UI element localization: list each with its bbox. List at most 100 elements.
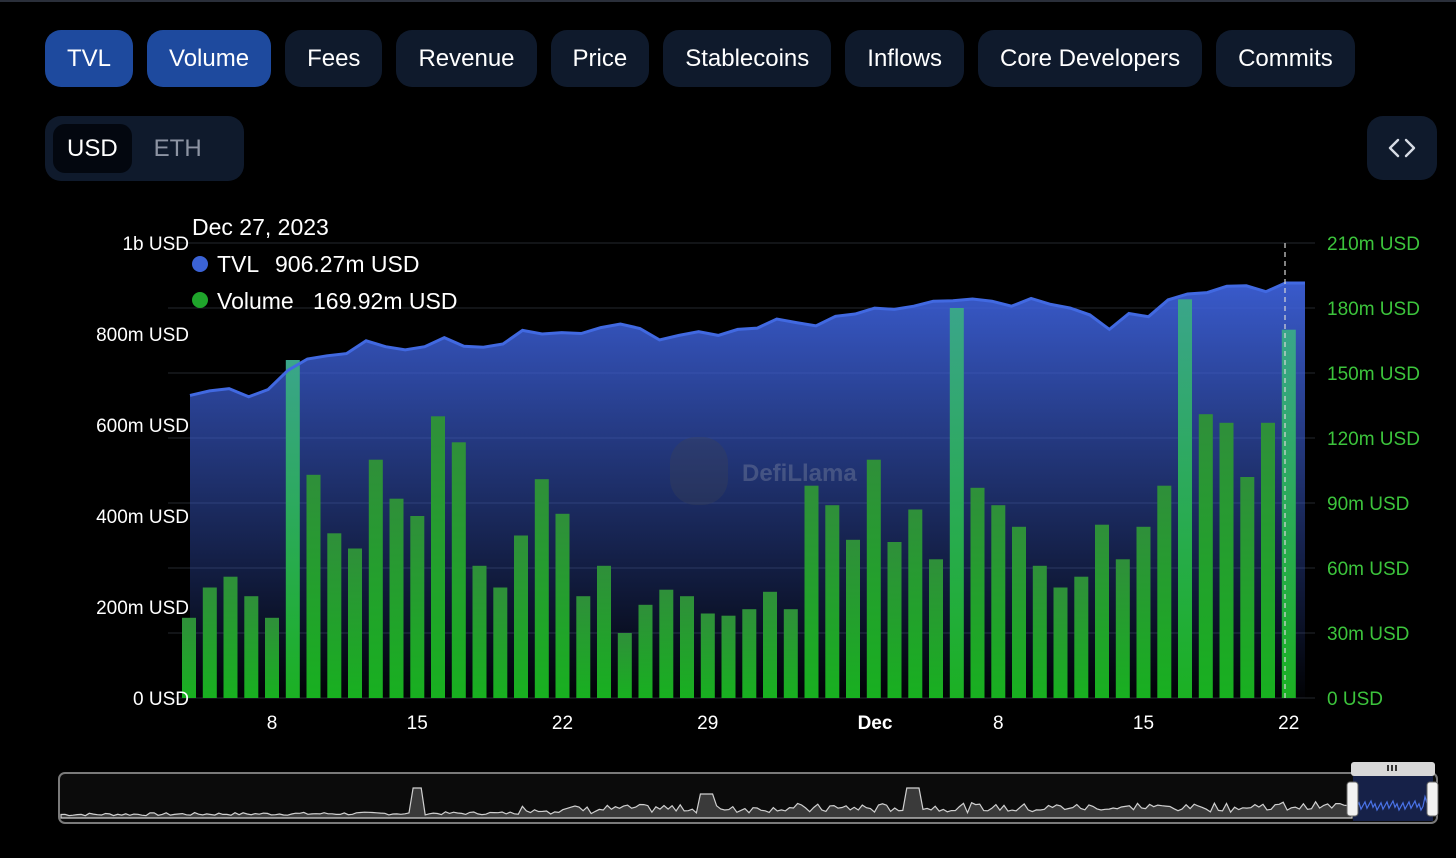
tab-revenue[interactable]: Revenue — [396, 30, 537, 87]
navigator-grip-icon — [1391, 765, 1393, 771]
volume-bar[interactable] — [825, 505, 840, 698]
volume-bar[interactable] — [410, 516, 425, 698]
volume-bar[interactable] — [576, 596, 591, 698]
tab-stablecoins[interactable]: Stablecoins — [663, 30, 832, 87]
volume-bar[interactable] — [742, 609, 757, 698]
volume-bar[interactable] — [763, 591, 777, 698]
volume-bar[interactable] — [846, 539, 860, 698]
left-axis-label: 1b USD — [122, 234, 189, 255]
volume-bar[interactable] — [929, 559, 943, 698]
tab-tvl[interactable]: TVL — [45, 30, 134, 87]
volume-bar[interactable] — [721, 615, 736, 698]
volume-bar[interactable] — [1032, 565, 1047, 698]
left-axis: 0 USD 200m USD 400m USD 600m USD 800m USD 1b … — [96, 234, 189, 710]
navigator-selection[interactable] — [1353, 776, 1433, 821]
volume-bar[interactable] — [597, 565, 611, 698]
volume-bar[interactable] — [306, 474, 321, 698]
volume-bar[interactable] — [659, 589, 674, 698]
denomination-eth-button[interactable]: ETH — [153, 134, 202, 162]
volume-bar[interactable] — [1012, 526, 1026, 698]
volume-bar[interactable] — [970, 487, 985, 698]
right-axis-label: 210m USD — [1327, 234, 1420, 255]
volume-bar[interactable] — [1095, 524, 1109, 698]
range-navigator[interactable] — [58, 762, 1439, 824]
volume-bar[interactable] — [1178, 299, 1192, 698]
tooltip-volume-name: Volume — [217, 288, 294, 314]
volume-bar[interactable] — [804, 485, 819, 698]
denomination-usd-button[interactable]: USD — [53, 124, 132, 173]
volume-bar[interactable] — [327, 533, 342, 698]
volume-bar[interactable] — [451, 442, 466, 698]
code-brackets-icon — [1388, 138, 1416, 158]
volume-bar[interactable] — [1136, 526, 1151, 698]
tooltip-tvl-value: 906.27m USD — [275, 251, 419, 277]
tab-inflows[interactable]: Inflows — [845, 30, 964, 87]
volume-bar[interactable] — [431, 416, 445, 698]
volume-bar[interactable] — [514, 535, 528, 699]
tab-core-developers[interactable]: Core Developers — [977, 30, 1203, 87]
volume-bar[interactable] — [265, 617, 279, 698]
right-axis-label: 180m USD — [1327, 299, 1420, 320]
tooltip: Dec 27, 2023 TVL 906.27m USD Volume 169.… — [192, 214, 457, 314]
tooltip-tvl-name: TVL — [217, 251, 259, 277]
embed-button[interactable] — [1367, 116, 1437, 180]
volume-bar[interactable] — [1115, 559, 1130, 698]
volume-bar[interactable] — [638, 604, 653, 698]
volume-bar[interactable] — [866, 459, 881, 698]
volume-bar[interactable] — [1198, 414, 1213, 698]
volume-bar[interactable] — [534, 479, 549, 698]
left-axis-label: 200m USD — [96, 598, 189, 619]
watermark-text: DefiLlama — [742, 460, 857, 487]
volume-bar[interactable] — [202, 587, 217, 699]
x-axis-label: Dec — [858, 713, 893, 734]
volume-bar[interactable] — [244, 596, 259, 698]
volume-bar[interactable] — [285, 360, 300, 698]
volume-bar[interactable] — [472, 565, 487, 698]
volume-bar[interactable] — [991, 505, 1006, 698]
left-axis-label: 600m USD — [96, 416, 189, 437]
volume-bar[interactable] — [887, 542, 902, 698]
x-axis-label: 15 — [1133, 713, 1154, 734]
tab-fees[interactable]: Fees — [285, 30, 383, 87]
volume-bar[interactable] — [949, 308, 964, 698]
navigator-selection-line — [1354, 794, 1434, 812]
volume-bar[interactable] — [1219, 422, 1234, 698]
navigator-left-handle[interactable] — [1346, 781, 1359, 817]
x-axis: 8 15 22 29 Dec 8 15 22 — [267, 713, 1300, 734]
navigator-sparkline — [60, 787, 1353, 819]
navigator-grip-icon — [1395, 765, 1397, 771]
tab-commits[interactable]: Commits — [1216, 30, 1355, 87]
volume-bar[interactable] — [348, 548, 362, 699]
volume-bar[interactable] — [223, 576, 238, 698]
volume-bar[interactable] — [1053, 587, 1068, 699]
volume-bar[interactable] — [617, 633, 632, 698]
denomination-toggle: USD ETH — [45, 116, 244, 181]
volume-bar[interactable] — [1074, 576, 1089, 698]
volume-bar[interactable] — [182, 617, 196, 698]
right-axis: 0 USD 30m USD 60m USD 90m USD 120m USD 150m U… — [1327, 234, 1420, 710]
tab-price[interactable]: Price — [550, 30, 650, 87]
right-axis-label: 120m USD — [1327, 429, 1420, 450]
volume-bar[interactable] — [1261, 422, 1275, 698]
volume-bar[interactable] — [555, 513, 570, 698]
x-axis-label: 22 — [1278, 713, 1299, 734]
left-axis-label: 0 USD — [133, 689, 189, 710]
llama-logo-icon — [670, 437, 728, 505]
x-axis-label: 15 — [407, 713, 428, 734]
navigator-right-handle[interactable] — [1426, 781, 1439, 817]
tab-volume[interactable]: Volume — [147, 30, 272, 87]
volume-bar[interactable] — [389, 498, 404, 698]
volume-bar[interactable] — [783, 609, 798, 698]
left-axis-label: 400m USD — [96, 507, 189, 528]
volume-bar[interactable] — [1157, 485, 1172, 698]
volume-bar[interactable] — [908, 509, 923, 699]
volume-bar[interactable] — [1240, 477, 1255, 698]
volume-bar[interactable] — [368, 459, 383, 698]
volume-bar[interactable] — [493, 587, 508, 699]
tooltip-date: Dec 27, 2023 — [192, 214, 329, 240]
volume-bar[interactable] — [680, 596, 694, 698]
volume-bar[interactable] — [700, 613, 715, 699]
volume-bar[interactable] — [1281, 329, 1296, 698]
left-axis-label: 800m USD — [96, 325, 189, 346]
